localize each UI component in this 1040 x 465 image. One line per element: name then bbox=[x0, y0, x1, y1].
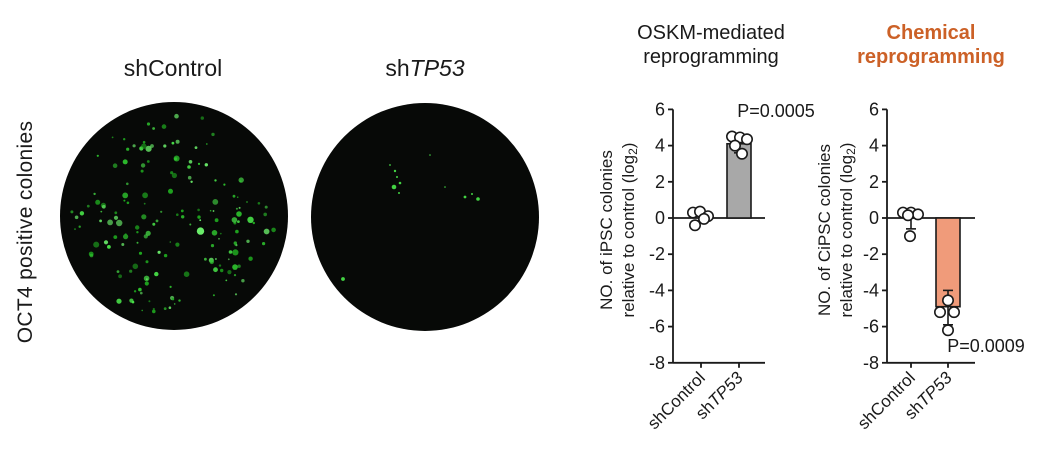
svg-text:NO. of iPSC colonies: NO. of iPSC colonies bbox=[597, 150, 616, 310]
svg-text:6: 6 bbox=[869, 99, 879, 119]
svg-text:-2: -2 bbox=[863, 244, 879, 264]
svg-text:2: 2 bbox=[655, 172, 665, 192]
well-image-shtp53 bbox=[311, 103, 539, 331]
svg-text:P=0.0005: P=0.0005 bbox=[737, 101, 815, 121]
well-image-shcontrol bbox=[60, 102, 288, 330]
svg-text:-8: -8 bbox=[863, 353, 879, 373]
svg-text:P=0.0009: P=0.0009 bbox=[947, 336, 1025, 356]
chart-title-line: reprogramming bbox=[857, 46, 1005, 68]
svg-text:-2: -2 bbox=[649, 244, 665, 264]
well-label-shtp53: shTP53 bbox=[385, 55, 464, 82]
chart-title-line: Chemical bbox=[886, 22, 976, 44]
svg-text:6: 6 bbox=[655, 99, 665, 119]
svg-text:0: 0 bbox=[869, 208, 879, 228]
svg-text:0: 0 bbox=[655, 208, 665, 228]
chart-title-line: reprogramming bbox=[643, 46, 779, 68]
svg-text:-6: -6 bbox=[649, 317, 665, 337]
svg-text:4: 4 bbox=[869, 136, 879, 156]
svg-text:shControl: shControl bbox=[644, 368, 709, 433]
chart-title-oskm: OSKM-mediated reprogramming bbox=[601, 21, 821, 69]
svg-text:-4: -4 bbox=[863, 280, 879, 300]
svg-text:-8: -8 bbox=[649, 353, 665, 373]
well-label-gene: TP53 bbox=[409, 55, 465, 81]
svg-text:-6: -6 bbox=[863, 317, 879, 337]
chart-title-line: OSKM-mediated bbox=[637, 22, 785, 44]
svg-text:-4: -4 bbox=[649, 280, 665, 300]
svg-text:4: 4 bbox=[655, 136, 665, 156]
well-label-prefix: sh bbox=[385, 55, 410, 81]
chart-title-chemical: Chemical reprogramming bbox=[821, 21, 1040, 69]
well-label-shcontrol: shControl bbox=[123, 55, 223, 81]
svg-text:NO. of CiPSC colonies: NO. of CiPSC colonies bbox=[815, 144, 834, 316]
svg-text:2: 2 bbox=[869, 172, 879, 192]
svg-text:relative to control (log2): relative to control (log2) bbox=[619, 143, 640, 318]
svg-text:relative to control (log2): relative to control (log2) bbox=[837, 143, 858, 318]
